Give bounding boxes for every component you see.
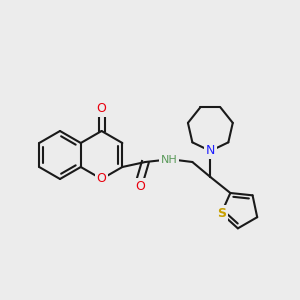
Text: O: O [97, 103, 106, 116]
Text: S: S [217, 207, 226, 220]
Text: N: N [206, 145, 215, 158]
Text: O: O [97, 172, 106, 185]
Text: NH: NH [161, 155, 178, 165]
Text: O: O [135, 179, 145, 193]
